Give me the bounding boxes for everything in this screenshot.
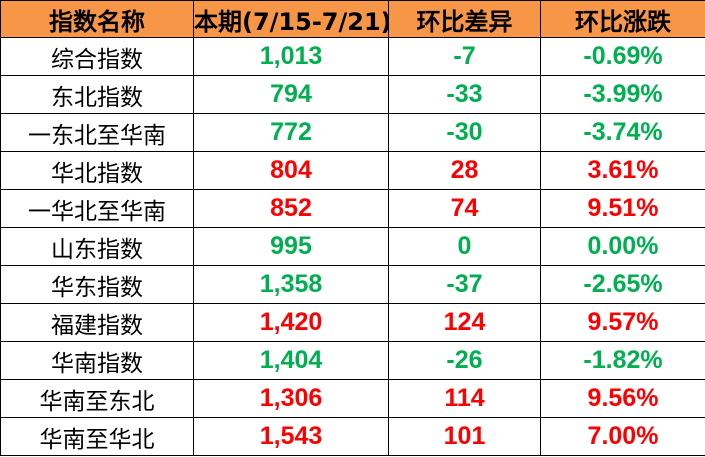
index-name-cell: 华南指数: [0, 341, 194, 380]
table-row: 华南至华北 1,543 101 7.00%: [0, 417, 705, 456]
header-row: 指数名称 本期(7/15-7/21) 环比差异 环比涨跌: [0, 0, 705, 38]
index-name-cell: 一华北至华南: [0, 189, 194, 228]
index-name-cell: 华南至华北: [0, 417, 194, 456]
current-value-cell: 1,420: [193, 303, 389, 342]
header-pct-change: 环比涨跌: [540, 0, 705, 38]
table-row: 华北指数 804 28 3.61%: [0, 151, 705, 190]
index-name-cell: 一东北至华南: [0, 113, 194, 152]
diff-cell: -30: [388, 113, 541, 152]
header-current-period: 本期(7/15-7/21): [193, 0, 389, 38]
pct-change-cell: -3.74%: [540, 113, 705, 152]
pct-change-cell: 9.57%: [540, 303, 705, 342]
diff-cell: 74: [388, 189, 541, 228]
table-row: 一东北至华南 772 -30 -3.74%: [0, 113, 705, 152]
current-value-cell: 772: [193, 113, 389, 152]
current-value-cell: 804: [193, 151, 389, 190]
diff-cell: -26: [388, 341, 541, 380]
diff-cell: -7: [388, 37, 541, 76]
current-value-cell: 1,543: [193, 417, 389, 456]
table-row: 华东指数 1,358 -37 -2.65%: [0, 265, 705, 304]
diff-cell: 28: [388, 151, 541, 190]
table-row: 华南至东北 1,306 114 9.56%: [0, 379, 705, 418]
current-value-cell: 995: [193, 227, 389, 266]
table-row: 东北指数 794 -33 -3.99%: [0, 75, 705, 114]
index-name-cell: 东北指数: [0, 75, 194, 114]
table-row: 综合指数 1,013 -7 -0.69%: [0, 37, 705, 76]
table-row: 山东指数 995 0 0.00%: [0, 227, 705, 266]
diff-cell: 101: [388, 417, 541, 456]
current-value-cell: 1,013: [193, 37, 389, 76]
current-value-cell: 1,306: [193, 379, 389, 418]
pct-change-cell: 9.56%: [540, 379, 705, 418]
index-name-cell: 华北指数: [0, 151, 194, 190]
diff-cell: -37: [388, 265, 541, 304]
index-name-cell: 华南至东北: [0, 379, 194, 418]
diff-cell: 114: [388, 379, 541, 418]
pct-change-cell: 7.00%: [540, 417, 705, 456]
current-value-cell: 852: [193, 189, 389, 228]
pct-change-cell: -3.99%: [540, 75, 705, 114]
pct-change-cell: -2.65%: [540, 265, 705, 304]
pct-change-cell: 9.51%: [540, 189, 705, 228]
diff-cell: -33: [388, 75, 541, 114]
table-row: 福建指数 1,420 124 9.57%: [0, 303, 705, 342]
index-name-cell: 综合指数: [0, 37, 194, 76]
index-name-cell: 华东指数: [0, 265, 194, 304]
index-name-cell: 山东指数: [0, 227, 194, 266]
current-value-cell: 1,358: [193, 265, 389, 304]
pct-change-cell: -1.82%: [540, 341, 705, 380]
pct-change-cell: -0.69%: [540, 37, 705, 76]
header-diff: 环比差异: [388, 0, 541, 38]
pct-change-cell: 0.00%: [540, 227, 705, 266]
header-index-name: 指数名称: [0, 0, 194, 38]
table-row: 华南指数 1,404 -26 -1.82%: [0, 341, 705, 380]
table-row: 一华北至华南 852 74 9.51%: [0, 189, 705, 228]
diff-cell: 124: [388, 303, 541, 342]
current-value-cell: 1,404: [193, 341, 389, 380]
current-value-cell: 794: [193, 75, 389, 114]
index-name-cell: 福建指数: [0, 303, 194, 342]
diff-cell: 0: [388, 227, 541, 266]
pct-change-cell: 3.61%: [540, 151, 705, 190]
